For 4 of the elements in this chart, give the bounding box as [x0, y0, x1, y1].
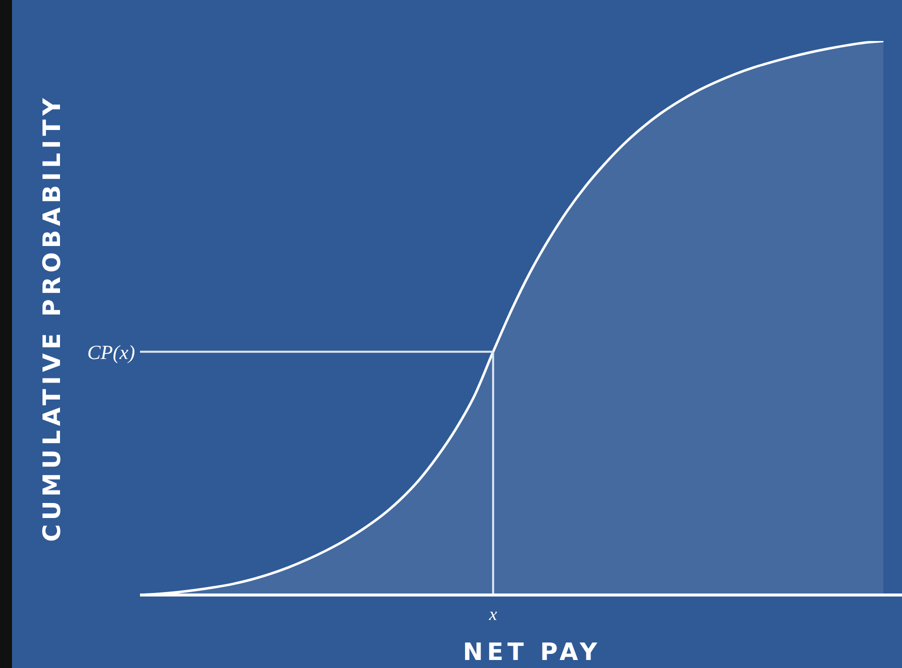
text: x — [489, 604, 498, 624]
y-axis-title: CUMULATIVE PROBABILITY — [38, 94, 66, 542]
ref-line-label: CP(x) — [87, 342, 136, 364]
x-axis-title: NET PAY — [462, 638, 602, 666]
